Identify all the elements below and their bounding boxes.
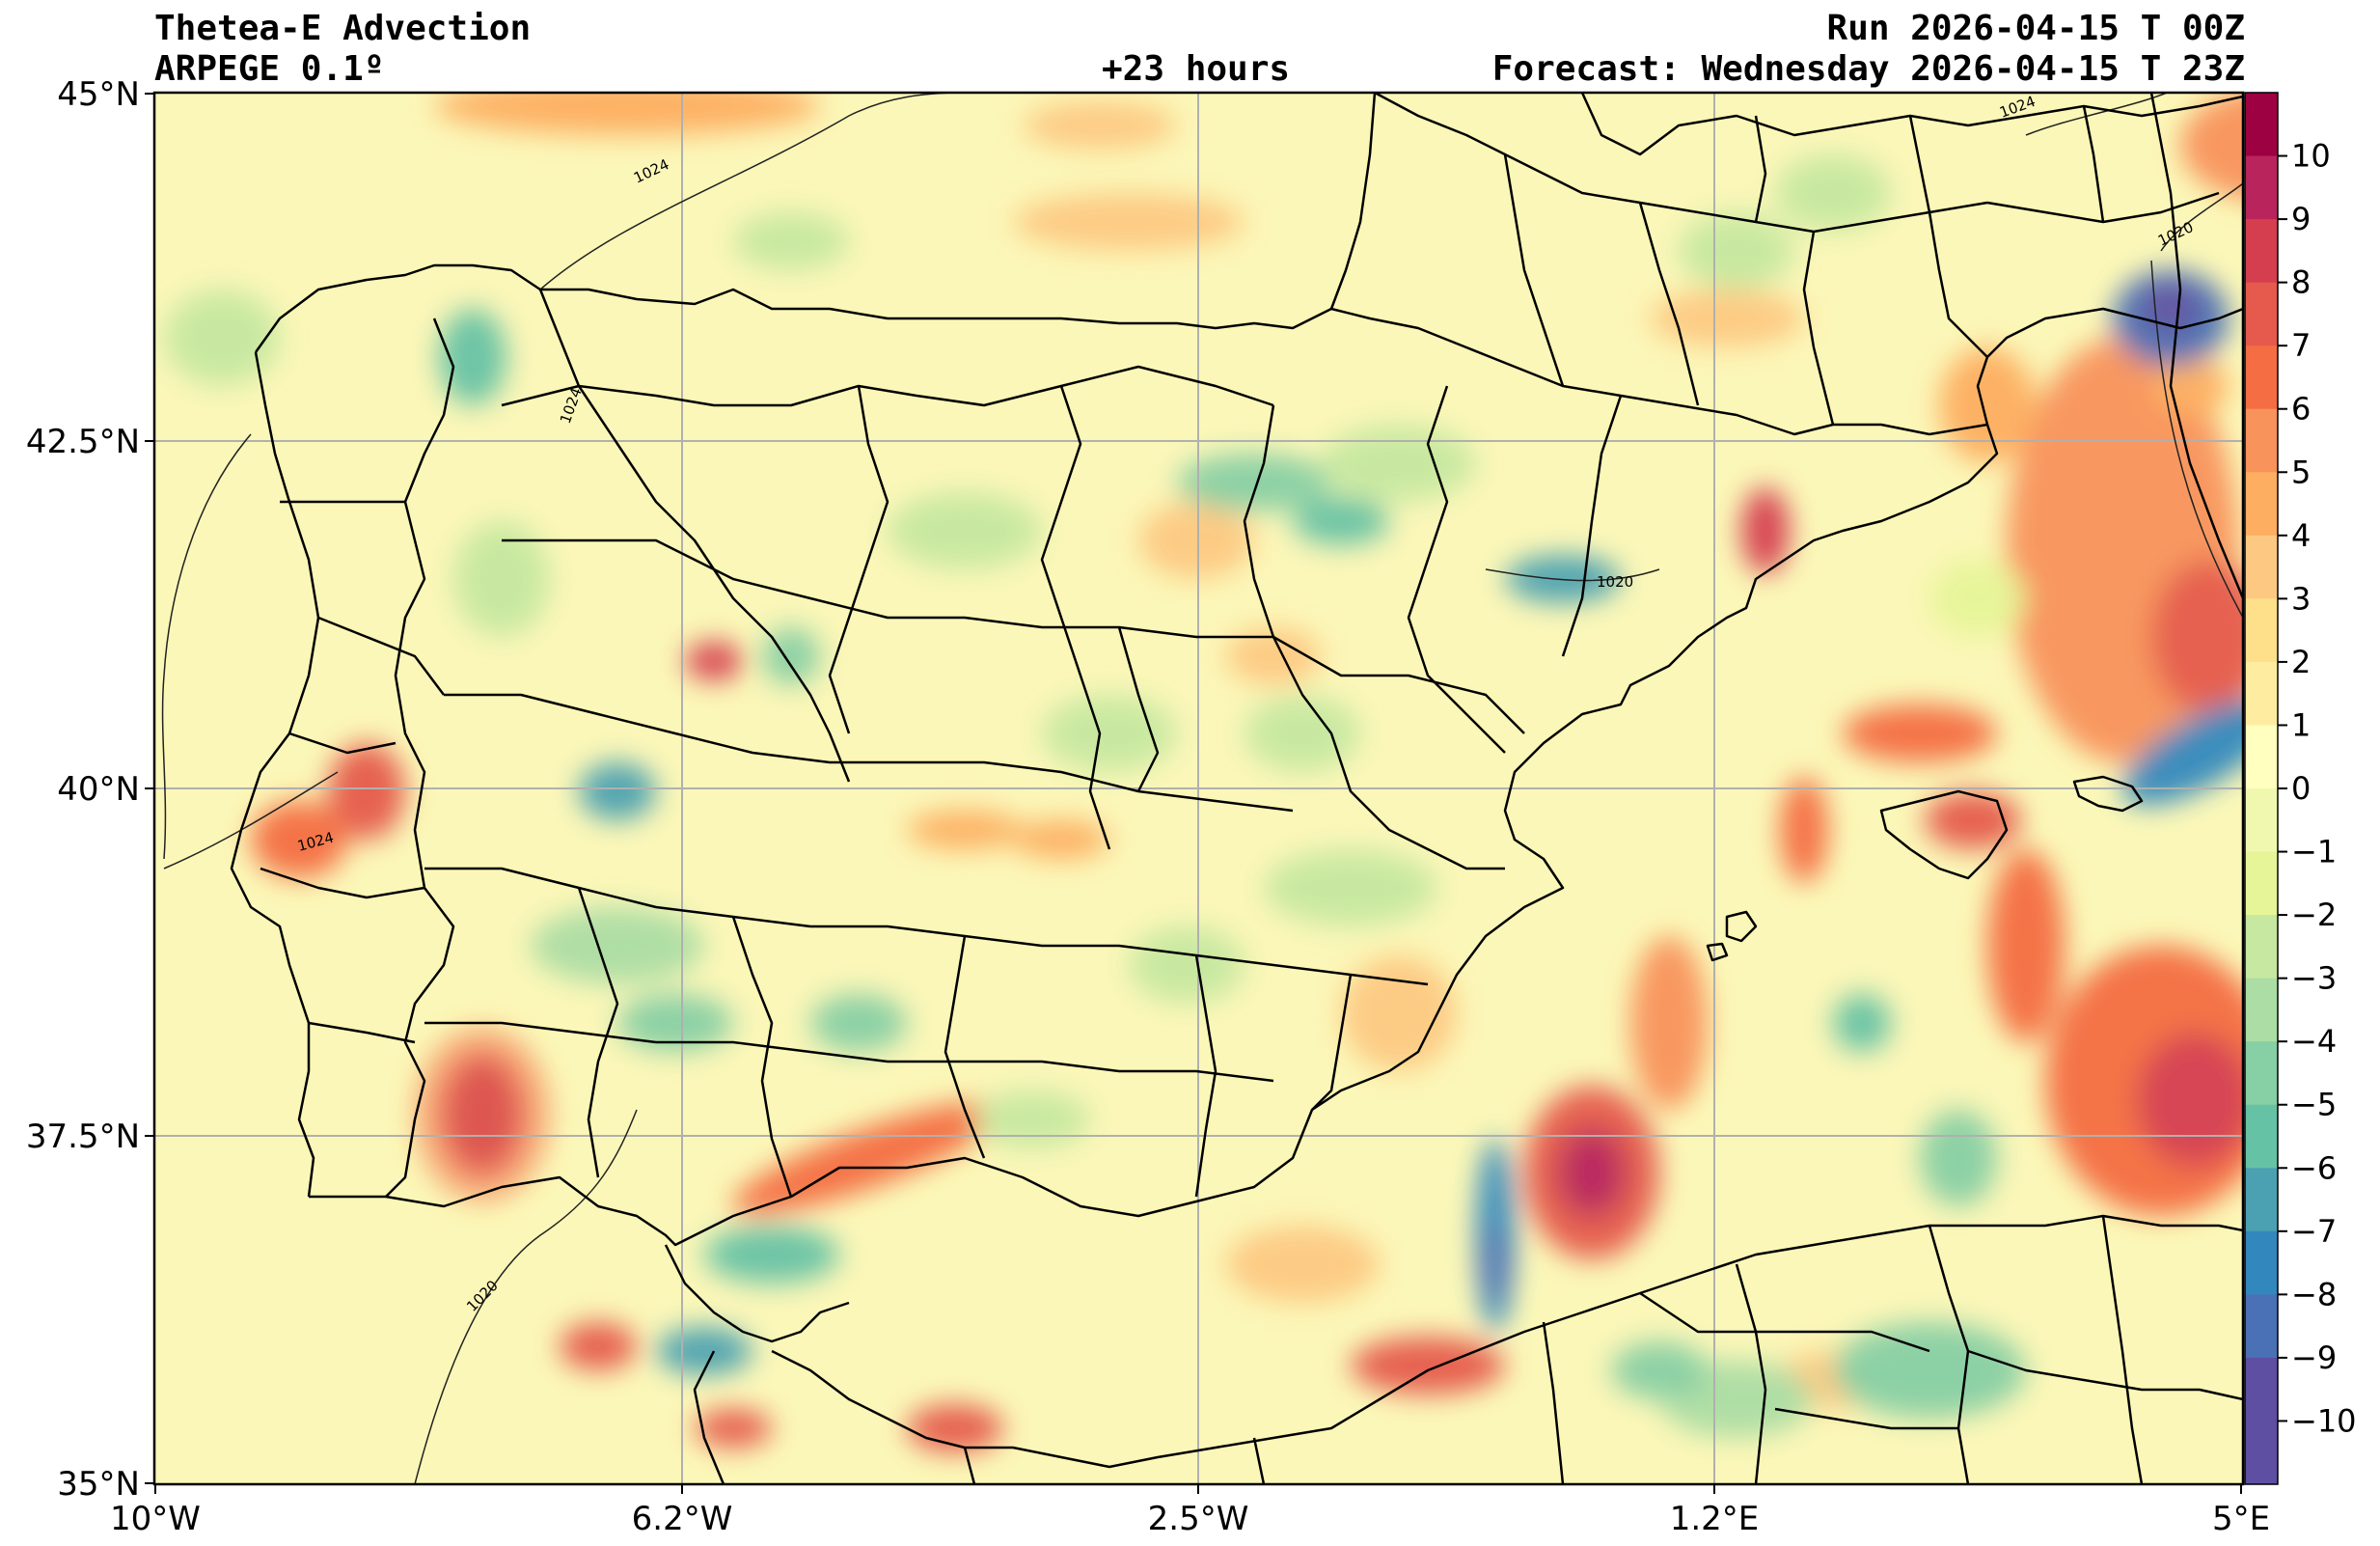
colorbar-band — [2245, 1041, 2278, 1106]
lon-tick-label: 2.5°W — [1148, 1500, 1249, 1538]
lon-tick-label: 6.2°W — [632, 1500, 733, 1538]
colorbar-tick-label: 7 — [2291, 327, 2311, 364]
colorbar-band — [2245, 978, 2278, 1042]
colorbar-tick-label: 2 — [2291, 644, 2311, 680]
colorbar-band — [2245, 282, 2278, 346]
lead-time-label: +23 hours — [1102, 49, 1291, 89]
colorbar-band — [2245, 1104, 2278, 1169]
colorbar-band — [2245, 661, 2278, 726]
colorbar-band — [2245, 1294, 2278, 1359]
colorbar-band — [2245, 725, 2278, 789]
colorbar-band — [2245, 1421, 2278, 1485]
model-label: ARPEGE 0.1º — [154, 49, 385, 89]
colorbar-band — [2245, 1230, 2278, 1295]
colorbar-band — [2245, 788, 2278, 853]
forecast-label: Forecast: Wednesday 2026-04-15 T 23Z — [1491, 49, 2245, 89]
colorbar-band — [2245, 1168, 2278, 1232]
colorbar-band — [2245, 219, 2278, 284]
colorbar-tick-label: 0 — [2291, 770, 2311, 807]
lat-tick-label: 45°N — [57, 75, 140, 114]
coastlines-and-borders — [230, 93, 2243, 1484]
lon-tick-label: 10°W — [110, 1500, 201, 1538]
run-label: Run 2026-04-15 T 00Z — [1826, 9, 2245, 48]
advection-field — [154, 93, 2243, 1484]
colorbar-tick-label: 3 — [2291, 580, 2311, 617]
colorbar-tick-label: −10 — [2291, 1402, 2357, 1439]
colorbar-band — [2245, 408, 2278, 473]
colorbar-band — [2245, 598, 2278, 663]
colorbar-band — [2245, 472, 2278, 537]
lon-tick-label: 1.2°E — [1670, 1500, 1760, 1538]
colorbar-band — [2245, 93, 2278, 157]
colorbar-band — [2245, 345, 2278, 410]
graticule — [154, 93, 2243, 1484]
colorbar-tick-label: 5 — [2291, 454, 2311, 490]
map-title: Thetea-E Advection — [154, 9, 532, 48]
colorbar-tick-label: 10 — [2291, 138, 2331, 175]
colorbar-tick-label: −5 — [2291, 1087, 2337, 1123]
colorbar-tick-label: −8 — [2291, 1276, 2337, 1312]
colorbar-tick-label: 6 — [2291, 391, 2311, 428]
lat-tick-label: 42.5°N — [26, 423, 140, 461]
colorbar-tick-label: −9 — [2291, 1339, 2337, 1376]
colorbar-tick-label: −7 — [2291, 1213, 2337, 1250]
colorbar-band — [2245, 915, 2278, 980]
colorbar-band — [2245, 155, 2278, 220]
latitude-axis — [145, 93, 154, 1484]
colorbar-tick-label: −3 — [2291, 960, 2337, 997]
colorbar-tick-label: −1 — [2291, 834, 2337, 870]
colorbar-tick-label: 9 — [2291, 201, 2311, 237]
lon-tick-label: 5°E — [2212, 1500, 2270, 1538]
lat-tick-label: 37.5°N — [26, 1118, 140, 1156]
colorbar-band — [2245, 851, 2278, 916]
colorbar-band — [2245, 1357, 2278, 1422]
colorbar-tick-label: −4 — [2291, 1023, 2337, 1060]
isobar-label: 1020 — [1597, 573, 1633, 591]
colorbar-tick-label: 8 — [2291, 264, 2311, 301]
colorbar-tick-label: 4 — [2291, 517, 2311, 554]
colorbar-tick-label: 1 — [2291, 706, 2311, 743]
lat-tick-label: 40°N — [57, 770, 140, 809]
colorbar-tick-label: −2 — [2291, 897, 2337, 933]
longitude-axis — [154, 1484, 2242, 1494]
colorbar-band — [2245, 535, 2278, 599]
lat-tick-label: 35°N — [57, 1465, 140, 1504]
colorbar-tick-label: −6 — [2291, 1149, 2337, 1186]
